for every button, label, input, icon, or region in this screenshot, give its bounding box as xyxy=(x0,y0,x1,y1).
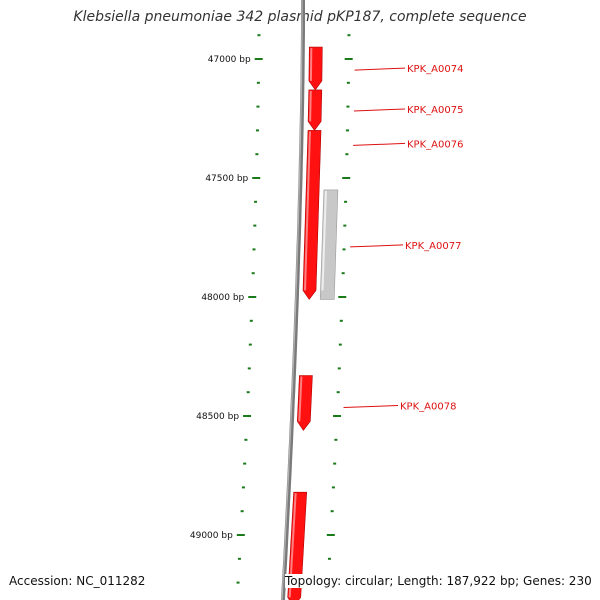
ruler-ticks: 47000 bp 47500 bp 48000 bp 48500 bp 49000 bp xyxy=(190,34,353,584)
gene-labels: KPK_A0074 KPK_A0075 KPK_A0076 KPK_A0077 KPK_… xyxy=(343,64,463,413)
gene-kpk_a0076[interactable] xyxy=(302,130,322,300)
tick-label: 48500 bp xyxy=(196,412,239,422)
gene-label: KPK_A0077 xyxy=(405,241,461,252)
gene-label-leader xyxy=(350,244,404,248)
gene-label: KPK_A0076 xyxy=(407,139,463,150)
tick-label: 47000 bp xyxy=(208,55,251,65)
gene-label-leader xyxy=(343,405,399,409)
gene-label: KPK_A0075 xyxy=(407,105,463,116)
tick-label: 48000 bp xyxy=(201,293,244,303)
backbone-line xyxy=(281,0,305,600)
gene-kpk_a0078[interactable] xyxy=(296,375,313,431)
gene-label: KPK_A0078 xyxy=(400,402,456,413)
gene-label-leader xyxy=(353,142,406,146)
gene-kpk_a0077[interactable] xyxy=(319,189,339,300)
gene-label-leader xyxy=(354,67,406,71)
gene-arrow[interactable] xyxy=(302,130,322,300)
gene-shade xyxy=(309,90,312,122)
map-title: Klebsiella pneumoniae 342 plasmid pKP187… xyxy=(73,9,527,25)
gene-features[interactable] xyxy=(287,46,339,600)
backbone-highlight xyxy=(281,0,303,600)
gene-shade xyxy=(304,131,311,291)
gene-label: KPK_A0074 xyxy=(407,64,463,75)
gene-kpk_a0074[interactable] xyxy=(308,46,323,91)
gene-shade xyxy=(321,190,327,291)
gene-kpk_a0075[interactable] xyxy=(307,89,323,131)
tick-label: 49000 bp xyxy=(190,531,233,541)
accession-label: Accession: NC_011282 xyxy=(9,574,146,588)
backbone-layer xyxy=(281,0,305,600)
topology-label: Topology: circular; Length: 187,922 bp; … xyxy=(285,574,592,588)
tick-label: 47500 bp xyxy=(205,174,248,184)
gene-arrow[interactable] xyxy=(308,46,323,91)
gene-shade xyxy=(298,376,303,422)
gene-label-leader xyxy=(353,108,406,112)
